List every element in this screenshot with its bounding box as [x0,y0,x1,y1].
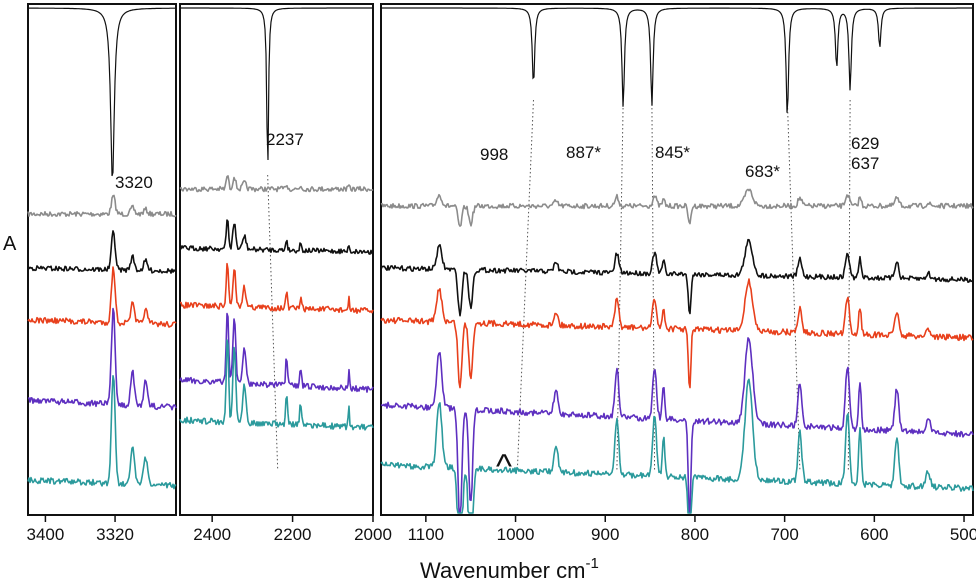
panel-frames [27,3,974,516]
tick-label-panel-2-0: 2400 [193,525,231,544]
x-axis-label-exponent: -1 [585,555,598,572]
annotation-caret: ^ [496,448,512,486]
axis-ticks: 3400 3320 2400 2200 2000 1100 1000 900 800 700 600… [26,515,976,544]
spectrum-4-panel-1 [27,307,177,411]
spectrum-5-panel-2 [179,339,374,431]
spectrum-3-panel-2 [180,262,374,314]
spectrum-2-panel-1 [27,230,177,274]
tick-label-panel-3-4: 700 [770,525,798,544]
spectrum-2-panel-2 [179,219,374,255]
spectra-traces [27,175,974,514]
peak-label-panel-2-0: 2237 [266,130,304,149]
spectrum-3-panel-3 [380,278,974,389]
frame-panel-3 [380,3,974,516]
spectrum-3-panel-1 [27,266,177,328]
tick-label-panel-1-0: 3400 [26,525,64,544]
reference-panel-1 [28,7,176,177]
peak-label-panel-3-3: 683* [745,162,780,181]
peak-label-panel-3-0: 998 [480,145,508,164]
frame-panel-2 [179,3,374,516]
correlation-line-2237 [267,174,279,471]
x-axis-label: Wavenumber cm-1 [420,555,599,581]
peak-label-panel-1-0: 3320 [115,173,153,192]
spectrum-5-panel-1 [27,375,177,490]
spectrum-1-panel-3 [380,188,974,227]
tick-label-panel-3-1: 1000 [497,525,535,544]
peak-label-panel-3-5: 637 [851,154,879,173]
correlation-line-4 [847,99,851,471]
frame-panel-1 [27,3,177,516]
y-axis-label: A [3,233,17,255]
tick-label-panel-3-5: 600 [860,525,888,544]
peak-label-panel-3-4: 629 [851,134,879,153]
tick-label-panel-3-6: 500 [950,525,976,544]
correlation-lines [267,99,851,471]
tick-label-panel-2-2: 2000 [354,525,392,544]
reference-panel-3 [381,7,973,113]
spectrum-1-panel-1 [27,194,177,218]
spectrum-1-panel-2 [179,175,374,193]
peak-label-panel-3-2: 845* [655,143,690,162]
reference-spectra [28,7,973,177]
spectrum-4-panel-2 [179,312,374,393]
tick-label-panel-3-2: 900 [591,525,619,544]
spectrum-5-panel-3 [380,378,974,514]
correlation-line-2 [651,99,656,471]
correlation-line-1 [616,99,624,471]
x-axis-label-text: Wavenumber cm [420,558,585,581]
tick-label-panel-3-0: 1100 [408,525,445,544]
peak-label-panel-3-1: 887* [566,143,601,162]
correlation-line-3 [786,99,801,471]
tick-label-panel-3-3: 800 [681,525,709,544]
tick-label-panel-1-1: 3320 [96,525,134,544]
spectrum-2-panel-3 [380,238,974,317]
tick-label-panel-2-1: 2200 [274,525,312,544]
reference-panel-2 [180,7,373,161]
spectrum-4-panel-3 [380,337,974,514]
